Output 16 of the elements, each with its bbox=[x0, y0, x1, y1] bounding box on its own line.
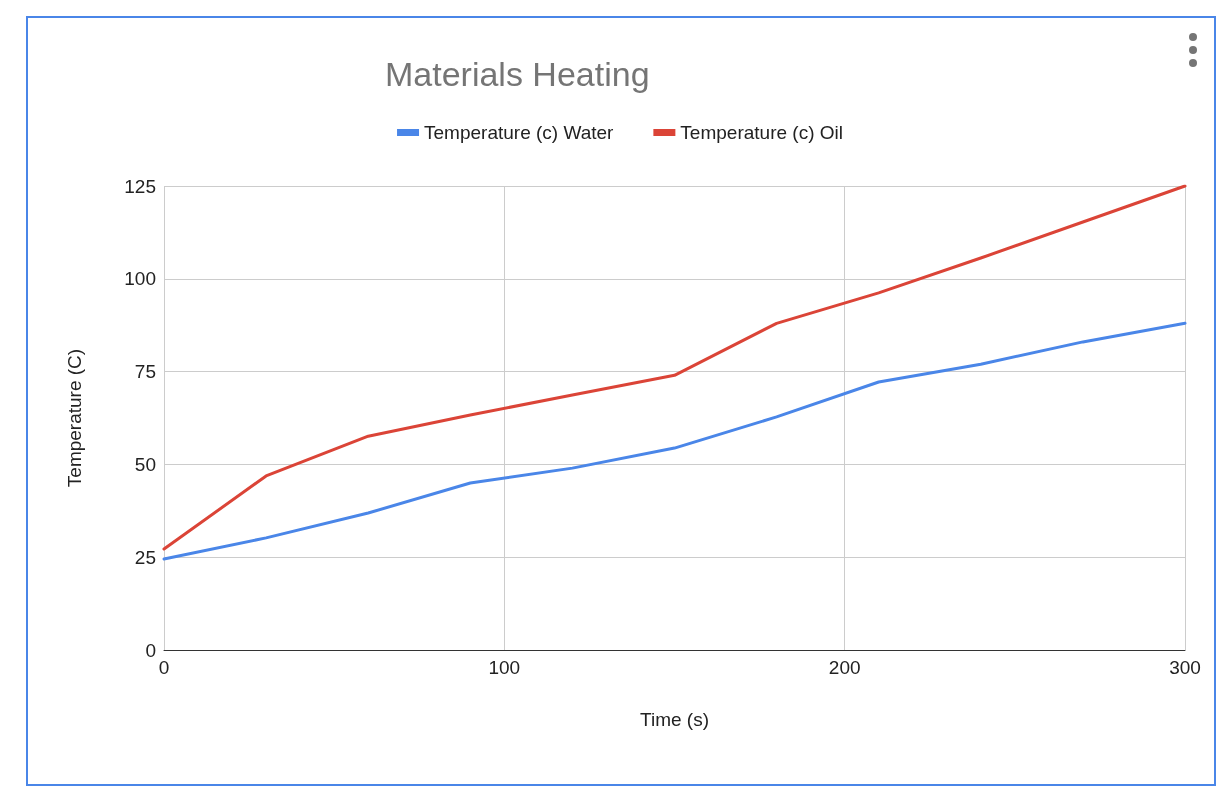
x-tick-label: 300 bbox=[1169, 657, 1201, 678]
y-tick-label: 25 bbox=[134, 546, 156, 568]
chart-title: Materials Heating bbox=[385, 55, 650, 93]
x-axis-title: Time (s) bbox=[640, 709, 709, 730]
x-tick-label: 100 bbox=[488, 657, 521, 678]
legend-label: Temperature (c) Oil bbox=[680, 122, 843, 143]
x-tick-label: 200 bbox=[828, 657, 861, 678]
y-tick-label: 50 bbox=[134, 453, 156, 475]
y-tick-label: 125 bbox=[124, 175, 156, 197]
line-series bbox=[162, 321, 1187, 561]
x-tick-label: 0 bbox=[158, 657, 170, 678]
y-tick-label: 0 bbox=[145, 639, 156, 661]
y-tick-label: 75 bbox=[134, 361, 156, 383]
y-axis-title: Temperature (C) bbox=[64, 348, 85, 488]
legend-label: Temperature (c) Water bbox=[424, 122, 615, 143]
y-tick-label: 100 bbox=[124, 268, 156, 290]
